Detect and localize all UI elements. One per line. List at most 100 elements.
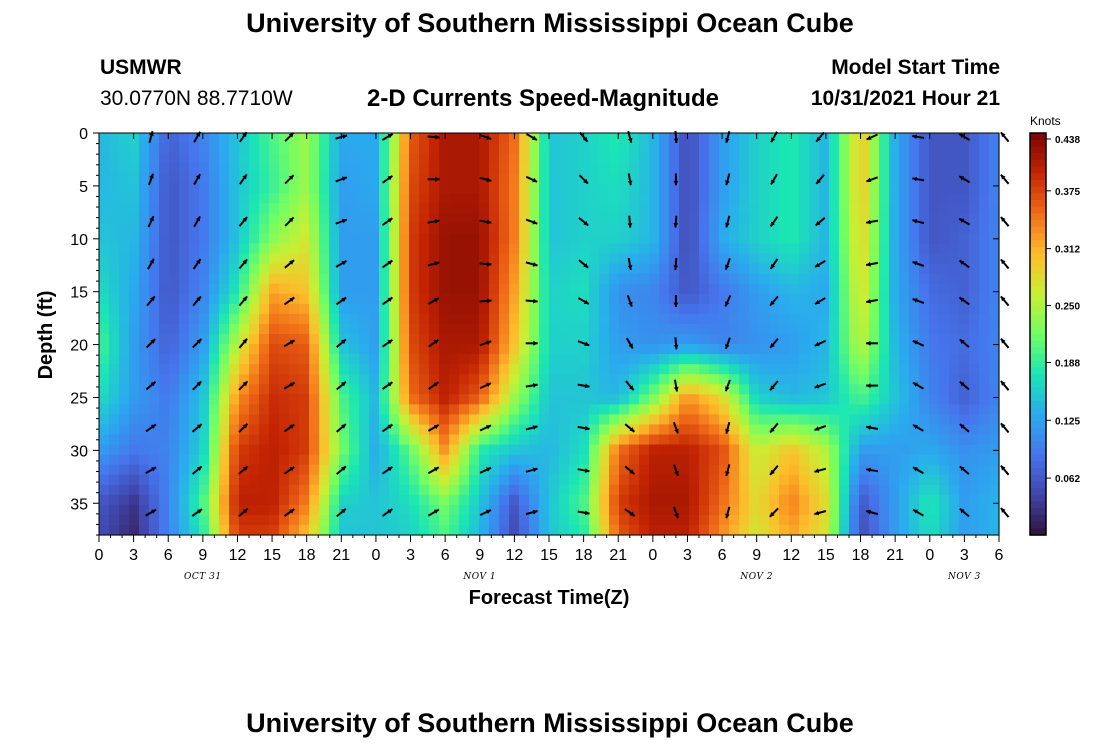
- heat-cell: [409, 173, 420, 184]
- vector-head: [582, 136, 588, 142]
- vector-head: [673, 223, 679, 228]
- heat-cell: [949, 323, 960, 335]
- current-vector: [146, 295, 156, 307]
- heat-cell: [209, 384, 220, 395]
- heat-cell: [439, 323, 450, 335]
- heat-cell: [429, 263, 440, 275]
- heat-cell: [879, 303, 890, 315]
- heat-cell: [789, 273, 800, 285]
- heat-cell: [959, 394, 970, 405]
- current-vector: [381, 133, 394, 141]
- heat-cell: [129, 143, 140, 154]
- heat-cell: [749, 253, 760, 265]
- heat-cell: [269, 253, 280, 265]
- heat-cell: [189, 334, 200, 345]
- heat-cell: [699, 283, 710, 295]
- heat-cell: [99, 494, 110, 506]
- heat-cell: [859, 313, 870, 325]
- heat-cell: [249, 434, 260, 446]
- heat-cell: [109, 444, 120, 456]
- heat-cell: [489, 524, 500, 536]
- heat-cell: [349, 293, 360, 305]
- heat-cell: [439, 374, 450, 385]
- heat-cell: [469, 193, 480, 204]
- heat-cell: [239, 494, 250, 506]
- heat-cell: [159, 273, 170, 285]
- heat-cell: [439, 263, 450, 275]
- heat-cell: [279, 293, 290, 305]
- heat-cell: [549, 484, 560, 496]
- heat-cell: [649, 474, 660, 486]
- colorbar-segment: [1030, 447, 1046, 456]
- heat-cell: [239, 303, 250, 315]
- heat-cell: [689, 414, 700, 426]
- heat-cell: [569, 293, 580, 305]
- heat-cell: [369, 494, 380, 506]
- heat-cell: [539, 253, 550, 265]
- heat-cell: [829, 303, 840, 315]
- heat-cell: [419, 253, 430, 265]
- heat-cell: [149, 143, 160, 154]
- heat-cell: [819, 243, 830, 255]
- current-vector: [525, 175, 538, 183]
- heat-cell: [239, 153, 250, 164]
- heat-cell: [169, 384, 180, 395]
- heat-cell: [329, 313, 340, 325]
- heat-cell: [369, 414, 380, 426]
- heat-cell: [309, 183, 320, 194]
- vector-head: [288, 132, 294, 138]
- heat-cell: [669, 454, 680, 466]
- heat-cell: [589, 374, 600, 385]
- heat-cell: [429, 344, 440, 355]
- heat-cell: [889, 484, 900, 496]
- current-vector: [428, 381, 440, 390]
- heat-cell: [619, 404, 630, 415]
- heat-cell: [189, 143, 200, 154]
- heat-cell: [499, 173, 510, 184]
- heat-cell: [759, 484, 770, 496]
- heat-cell: [299, 163, 310, 174]
- heat-cell: [709, 143, 720, 154]
- heat-cell: [209, 494, 220, 506]
- heat-cell: [409, 263, 420, 275]
- heat-cell: [399, 344, 410, 355]
- heat-cell: [619, 283, 630, 295]
- heat-cell: [559, 464, 570, 476]
- heat-cell: [619, 173, 630, 184]
- heat-cell: [289, 344, 300, 355]
- heat-cell: [569, 283, 580, 295]
- heat-cell: [119, 524, 130, 536]
- heat-cell: [959, 213, 970, 225]
- heat-cell: [419, 464, 430, 476]
- heat-cell: [599, 133, 610, 144]
- heat-cell: [579, 253, 590, 265]
- heat-cell: [299, 434, 310, 446]
- heat-cell: [879, 273, 890, 285]
- heat-cell: [879, 183, 890, 194]
- heat-cell: [249, 344, 260, 355]
- heat-cell: [539, 213, 550, 225]
- heat-cell: [189, 344, 200, 355]
- heat-cell: [589, 354, 600, 365]
- heat-cell: [599, 364, 610, 375]
- heat-cell: [659, 404, 670, 415]
- heat-cell: [449, 484, 460, 496]
- heat-cell: [749, 474, 760, 486]
- heat-cell: [689, 464, 700, 476]
- heat-cell: [449, 394, 460, 405]
- current-vector: [769, 380, 779, 391]
- heat-cell: [389, 444, 400, 456]
- vector-head: [725, 264, 730, 270]
- heat-cell: [249, 364, 260, 375]
- current-vector: [192, 338, 203, 349]
- heat-cell: [439, 283, 450, 295]
- colorbar-segment: [1030, 488, 1046, 496]
- heat-cell: [739, 223, 750, 235]
- heat-cell: [489, 484, 500, 496]
- heat-cell: [799, 344, 810, 355]
- heat-cell: [409, 524, 420, 536]
- heat-cell: [239, 364, 250, 375]
- heat-cell: [229, 344, 240, 355]
- heat-cell: [849, 143, 860, 154]
- heat-cell: [229, 354, 240, 365]
